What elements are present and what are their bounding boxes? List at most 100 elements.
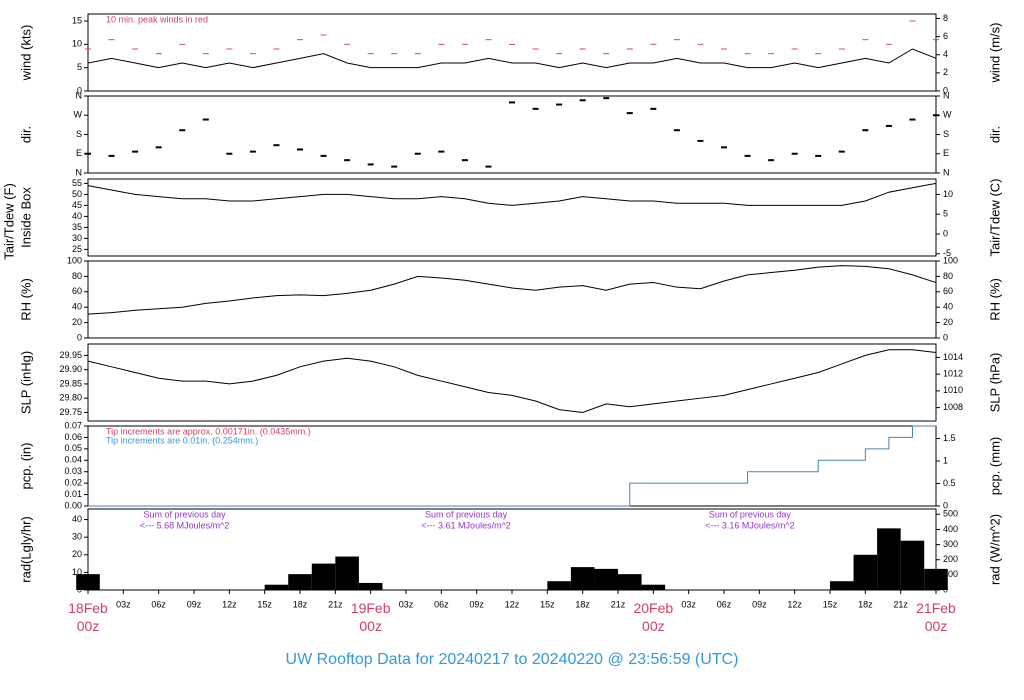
- y-tick-label: N: [76, 90, 83, 100]
- data-line: [87, 265, 937, 315]
- x-tick-label: 12z: [787, 599, 802, 609]
- y2-tick-label: N: [943, 90, 950, 100]
- y2-tick-label: 1012: [943, 369, 963, 379]
- x-tick-label: 09z: [187, 599, 202, 609]
- y-tick-label: 25: [72, 244, 82, 254]
- y-tick-label: 10: [72, 39, 82, 49]
- y-axis-label: pcp. (in): [18, 443, 33, 490]
- y-tick-label: 20: [72, 549, 82, 559]
- x-day-label-line: 00z: [925, 618, 948, 634]
- x-tick-label: 09z: [752, 599, 767, 609]
- y-axis-label: Inside Box: [18, 187, 33, 248]
- y-tick-label: 50: [72, 189, 82, 199]
- rad-bar: [547, 581, 571, 590]
- y-axis-label: dir.: [18, 126, 33, 143]
- y2-tick-label: 1.5: [943, 433, 956, 443]
- y-tick-label: 40: [72, 211, 82, 221]
- y-tick-label: S: [76, 129, 82, 139]
- y2-tick-label: 80: [943, 271, 953, 281]
- x-tick-label: 06z: [151, 599, 166, 609]
- y-tick-label: 29.80: [59, 393, 82, 403]
- y2-tick-label: 40: [943, 302, 953, 312]
- y-axis-label: SLP (inHg): [18, 351, 33, 414]
- step-line: [88, 425, 936, 507]
- rad-bar: [594, 568, 618, 590]
- y-tick-label: 55: [72, 178, 82, 188]
- y-tick-label: 20: [72, 317, 82, 327]
- y-tick-label: 29.75: [59, 407, 82, 417]
- y2-tick-label: 0: [943, 85, 948, 95]
- y-tick-label: 30: [72, 532, 82, 542]
- x-tick-label: 12z: [222, 599, 237, 609]
- x-day-label-line: 00z: [77, 618, 100, 634]
- y-axis-label: Tair/Tdew (F): [1, 183, 16, 260]
- y2-tick-label: 200: [943, 554, 958, 564]
- data-line: [87, 182, 937, 206]
- y2-tick-label: 6: [943, 31, 948, 41]
- y2-tick-label: -5: [943, 248, 951, 258]
- rad-bar: [264, 584, 289, 590]
- y2-tick-label: 10: [943, 189, 953, 199]
- rad-bar: [288, 574, 312, 590]
- y2-tick-label: 0: [943, 332, 948, 342]
- rad-bar: [641, 584, 666, 590]
- x-day-label-line: 21Feb: [916, 600, 956, 616]
- y-tick-label: 0.03: [64, 466, 82, 476]
- page-title: UW Rooftop Data for 20240217 to 20240220…: [286, 651, 739, 668]
- x-tick-label: 18z: [858, 599, 873, 609]
- y2-tick-label: 60: [943, 286, 953, 296]
- rad-bar: [853, 554, 878, 590]
- y2-tick-label: 100: [943, 255, 958, 265]
- x-tick-label: 21z: [611, 599, 626, 609]
- y2-axis-label: dir.: [987, 126, 1002, 143]
- x-day-label-line: 00z: [642, 618, 665, 634]
- y2-tick-label: 500: [943, 509, 958, 519]
- y-tick-label: 10: [72, 567, 82, 577]
- y2-axis-label: SLP (hPa): [987, 353, 1002, 413]
- rad-bar: [924, 568, 948, 590]
- y2-tick-label: 0.5: [943, 478, 956, 488]
- y2-tick-label: 400: [943, 524, 958, 534]
- y2-axis-label: rad (W/m^2): [987, 514, 1002, 585]
- x-tick-label: 18z: [575, 599, 590, 609]
- y2-tick-label: 0: [943, 228, 948, 238]
- note: Sum of previous day: [709, 509, 792, 519]
- x-day-label-line: 00z: [359, 618, 382, 634]
- y2-axis-label: wind (m/s): [987, 23, 1002, 84]
- panel-frame: [87, 95, 937, 174]
- y-axis-label: wind (kts): [18, 25, 33, 82]
- x-tick-label: 21z: [893, 599, 908, 609]
- x-day-label-line: 19Feb: [351, 600, 391, 616]
- x-day-label-line: 18Feb: [68, 600, 108, 616]
- y2-tick-label: 0: [943, 500, 948, 510]
- y-tick-label: 29.95: [59, 350, 82, 360]
- x-tick-label: 12z: [505, 599, 520, 609]
- rad-bar: [618, 574, 642, 590]
- panel-frame: [87, 343, 937, 422]
- y-tick-label: N: [76, 167, 83, 177]
- panel-frame: [87, 178, 937, 257]
- y2-tick-label: 300: [943, 539, 958, 549]
- y-tick-label: 0.00: [64, 500, 82, 510]
- y-tick-label: 35: [72, 222, 82, 232]
- x-day-label: 20Feb 00z: [633, 600, 673, 634]
- y-tick-label: 0.01: [64, 489, 82, 499]
- x-tick-label: 15z: [823, 599, 838, 609]
- annotation: 10 min. peak winds in red: [106, 14, 208, 24]
- y-tick-label: 0: [77, 332, 82, 342]
- y-tick-label: E: [76, 148, 82, 158]
- data-line: [87, 48, 937, 69]
- y2-tick-label: 5: [943, 209, 948, 219]
- x-day-label: 18Feb 00z: [68, 600, 108, 634]
- y-tick-label: 0.05: [64, 443, 82, 453]
- y-tick-label: 5: [77, 62, 82, 72]
- y2-tick-label: 4: [943, 49, 948, 59]
- note: <--- 3.61 MJoules/m^2: [421, 520, 511, 530]
- rad-bar: [311, 563, 336, 590]
- rad-bar: [76, 574, 100, 590]
- rad-bar: [900, 540, 925, 590]
- y-tick-label: 0: [77, 85, 82, 95]
- y2-tick-label: 20: [943, 317, 953, 327]
- x-tick-label: 09z: [469, 599, 484, 609]
